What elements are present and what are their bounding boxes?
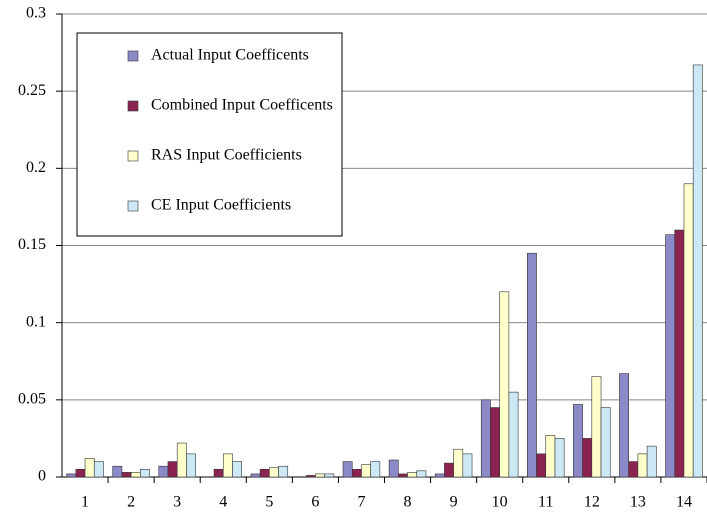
bar bbox=[490, 407, 500, 478]
legend-box bbox=[76, 32, 343, 237]
x-tick-label: 4 bbox=[219, 494, 227, 511]
legend-label: Combined Input Coefficents bbox=[151, 97, 333, 114]
bar bbox=[499, 291, 510, 478]
bar bbox=[416, 470, 427, 478]
bar bbox=[361, 464, 371, 478]
x-tick-label: 9 bbox=[450, 494, 458, 511]
bar bbox=[480, 399, 491, 478]
y-tick-label: 0.3 bbox=[26, 5, 46, 22]
bar bbox=[434, 473, 445, 478]
bar bbox=[269, 467, 279, 478]
x-tick-label: 11 bbox=[538, 494, 553, 511]
bar bbox=[453, 448, 464, 478]
bar bbox=[628, 461, 639, 478]
bar bbox=[637, 453, 648, 478]
y-tick-label: 0.25 bbox=[18, 82, 46, 99]
bar bbox=[508, 391, 519, 478]
bar bbox=[527, 252, 537, 478]
y-tick-label: 0.2 bbox=[26, 159, 46, 176]
bar bbox=[388, 459, 399, 478]
bar bbox=[232, 461, 242, 478]
bar bbox=[186, 453, 196, 478]
bar bbox=[674, 229, 685, 478]
bar bbox=[84, 458, 95, 478]
x-tick-label: 8 bbox=[404, 494, 412, 511]
bar bbox=[342, 461, 353, 478]
bar bbox=[259, 468, 270, 478]
bar bbox=[646, 445, 657, 478]
bar bbox=[250, 473, 261, 478]
legend-swatch bbox=[127, 50, 139, 62]
bar bbox=[683, 183, 694, 478]
bar bbox=[66, 473, 77, 478]
legend-label: RAS Input Coefficients bbox=[151, 147, 302, 164]
bar bbox=[158, 465, 169, 478]
x-tick-label: 2 bbox=[127, 494, 135, 511]
x-tick-label: 13 bbox=[630, 494, 646, 511]
bar bbox=[351, 468, 362, 478]
bar bbox=[444, 462, 454, 478]
bar bbox=[665, 234, 676, 478]
bar bbox=[370, 461, 381, 478]
x-tick-label: 10 bbox=[492, 494, 508, 511]
bar bbox=[573, 404, 583, 478]
x-tick-label: 14 bbox=[676, 494, 692, 511]
bar bbox=[121, 472, 132, 478]
bar bbox=[619, 373, 629, 478]
bar bbox=[305, 475, 316, 478]
bar bbox=[324, 473, 335, 478]
bar bbox=[75, 468, 86, 478]
bar bbox=[398, 473, 408, 478]
legend-swatch bbox=[127, 150, 139, 162]
legend-label: CE Input Coefficients bbox=[151, 197, 291, 214]
bar bbox=[582, 438, 593, 478]
bar bbox=[407, 472, 418, 478]
bar bbox=[176, 442, 187, 478]
x-tick-label: 6 bbox=[311, 494, 319, 511]
bar bbox=[93, 461, 104, 478]
bar bbox=[692, 64, 703, 478]
bar bbox=[462, 453, 473, 478]
bar bbox=[213, 468, 224, 478]
x-tick-label: 5 bbox=[265, 494, 273, 511]
bar bbox=[600, 407, 611, 478]
legend-swatch bbox=[127, 100, 139, 112]
legend-swatch bbox=[127, 200, 139, 212]
bar bbox=[554, 438, 565, 478]
bar bbox=[140, 468, 150, 478]
bar bbox=[112, 465, 123, 478]
x-tick-label: 3 bbox=[173, 494, 181, 511]
bar bbox=[130, 472, 141, 478]
bar bbox=[278, 465, 289, 478]
y-tick-label: 0.15 bbox=[18, 236, 46, 253]
legend-label: Actual Input Coefficents bbox=[151, 47, 309, 64]
y-tick-label: 0.05 bbox=[18, 391, 46, 408]
x-tick-label: 7 bbox=[357, 494, 365, 511]
bar bbox=[591, 376, 602, 478]
bar bbox=[222, 453, 233, 478]
bar bbox=[167, 461, 178, 478]
bar bbox=[536, 453, 547, 478]
bar bbox=[545, 435, 556, 478]
x-tick-label: 12 bbox=[584, 494, 600, 511]
y-tick-label: 0.1 bbox=[26, 313, 46, 330]
x-tick-label: 1 bbox=[81, 494, 89, 511]
y-tick-label: 0 bbox=[38, 468, 46, 485]
bar bbox=[315, 473, 325, 478]
